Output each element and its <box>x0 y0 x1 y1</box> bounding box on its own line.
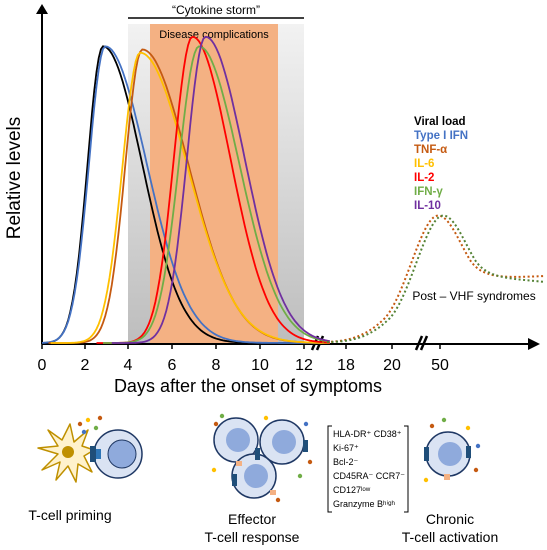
x-tick-label: 4 <box>124 357 133 374</box>
series-line-il-10 <box>111 35 330 344</box>
post-vhf-curve-tnf <box>321 214 546 343</box>
effector-label-line-1: Effector <box>228 511 276 527</box>
disease-complications-label: Disease complications <box>159 29 269 41</box>
effector-label-line-2: T-cell response <box>205 529 300 545</box>
legend-item-il-10: IL-10 <box>414 200 441 212</box>
effector-t-cells-icon <box>213 417 308 499</box>
legend-item-il-2: IL-2 <box>414 172 434 184</box>
chronic-t-cell-icon <box>424 431 471 480</box>
x-tick-marks <box>41 344 441 349</box>
x-axis-arrow <box>528 338 540 350</box>
cytokine-dots <box>423 417 481 483</box>
x-tick-label: 50 <box>431 357 449 374</box>
marker-label: Granzyme Bʰⁱᵍʰ <box>333 499 395 509</box>
axis-break-2 <box>414 335 429 351</box>
x-tick-label: 20 <box>383 357 401 374</box>
marker-label: Ki-67⁺ <box>333 443 359 453</box>
marker-label: CD45RA⁻ CCR7⁻ <box>333 471 405 481</box>
series-curves <box>41 35 330 344</box>
legend-item-il-6: IL-6 <box>414 158 434 170</box>
x-axis-title: Days after the onset of symptoms <box>114 376 382 396</box>
x-tick-label: 0 <box>38 357 47 374</box>
marker-label: CD127ˡᵒʷ <box>333 485 371 495</box>
marker-label: HLA-DR⁺ CD38⁺ <box>333 429 402 439</box>
cytokine-dots <box>77 415 103 435</box>
legend-item-type-i-ifn: Type I IFN <box>414 130 468 142</box>
y-axis-title: Relative levels <box>4 117 25 240</box>
post-vhf-curve-ifng <box>326 214 546 343</box>
x-tick-label: 12 <box>295 357 313 374</box>
t-cell-priming-label: T-cell priming <box>28 507 111 523</box>
post-vhf-label: Post – VHF syndromes <box>412 289 535 303</box>
t-cell-icon <box>90 429 143 479</box>
cytokine-storm-label: “Cytokine storm” <box>172 3 260 17</box>
marker-label: Bcl-2⁻ <box>333 457 359 467</box>
legend-item-tnf-alpha: TNF-α <box>414 144 447 156</box>
cytokine-dots <box>211 413 313 503</box>
y-axis-arrow <box>36 4 48 14</box>
x-tick-label: 6 <box>168 357 177 374</box>
legend-item-viral-load: Viral load <box>414 116 466 128</box>
series-line-ifn- <box>103 45 330 344</box>
markers-bracket-left <box>327 425 332 513</box>
series-line-type-i-ifn <box>41 45 330 344</box>
series-line-il-6 <box>50 51 330 344</box>
x-tick-label: 2 <box>81 357 90 374</box>
x-tick-label: 8 <box>212 357 221 374</box>
chronic-label-line-2: T-cell activation <box>402 529 498 545</box>
markers-bracket-right <box>404 425 409 513</box>
legend-item-ifn-gamma: IFN-γ <box>414 186 443 198</box>
dendritic-cell-icon <box>37 423 95 483</box>
x-tick-label: 18 <box>337 357 355 374</box>
chronic-label-line-1: Chronic <box>426 511 474 527</box>
x-tick-label: 10 <box>251 357 269 374</box>
